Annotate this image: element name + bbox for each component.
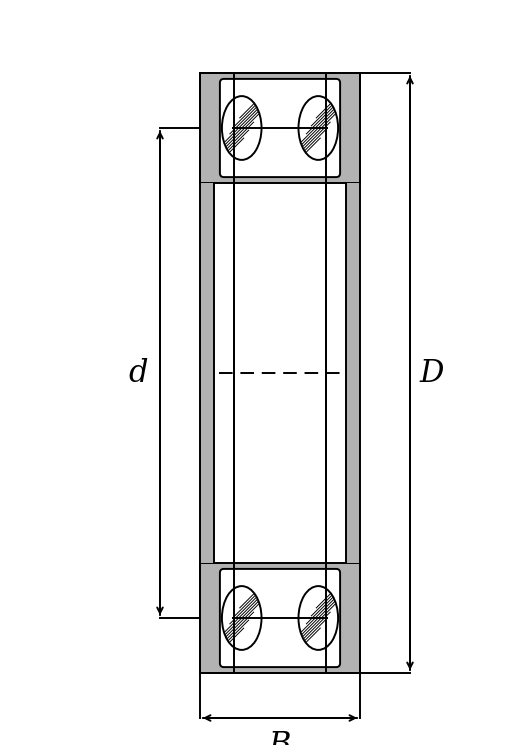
Bar — [214, 563, 346, 673]
Bar — [234, 73, 326, 673]
Ellipse shape — [298, 586, 338, 650]
Text: B: B — [269, 731, 291, 745]
FancyBboxPatch shape — [220, 79, 340, 177]
Bar — [214, 73, 346, 183]
Bar — [214, 183, 346, 563]
Ellipse shape — [222, 96, 262, 160]
Bar — [346, 183, 360, 563]
Bar — [200, 183, 214, 563]
FancyBboxPatch shape — [220, 569, 340, 667]
Text: D: D — [420, 358, 444, 388]
Bar — [200, 73, 360, 183]
Text: d: d — [128, 358, 148, 388]
Bar — [200, 563, 360, 673]
Ellipse shape — [298, 96, 338, 160]
Ellipse shape — [222, 586, 262, 650]
